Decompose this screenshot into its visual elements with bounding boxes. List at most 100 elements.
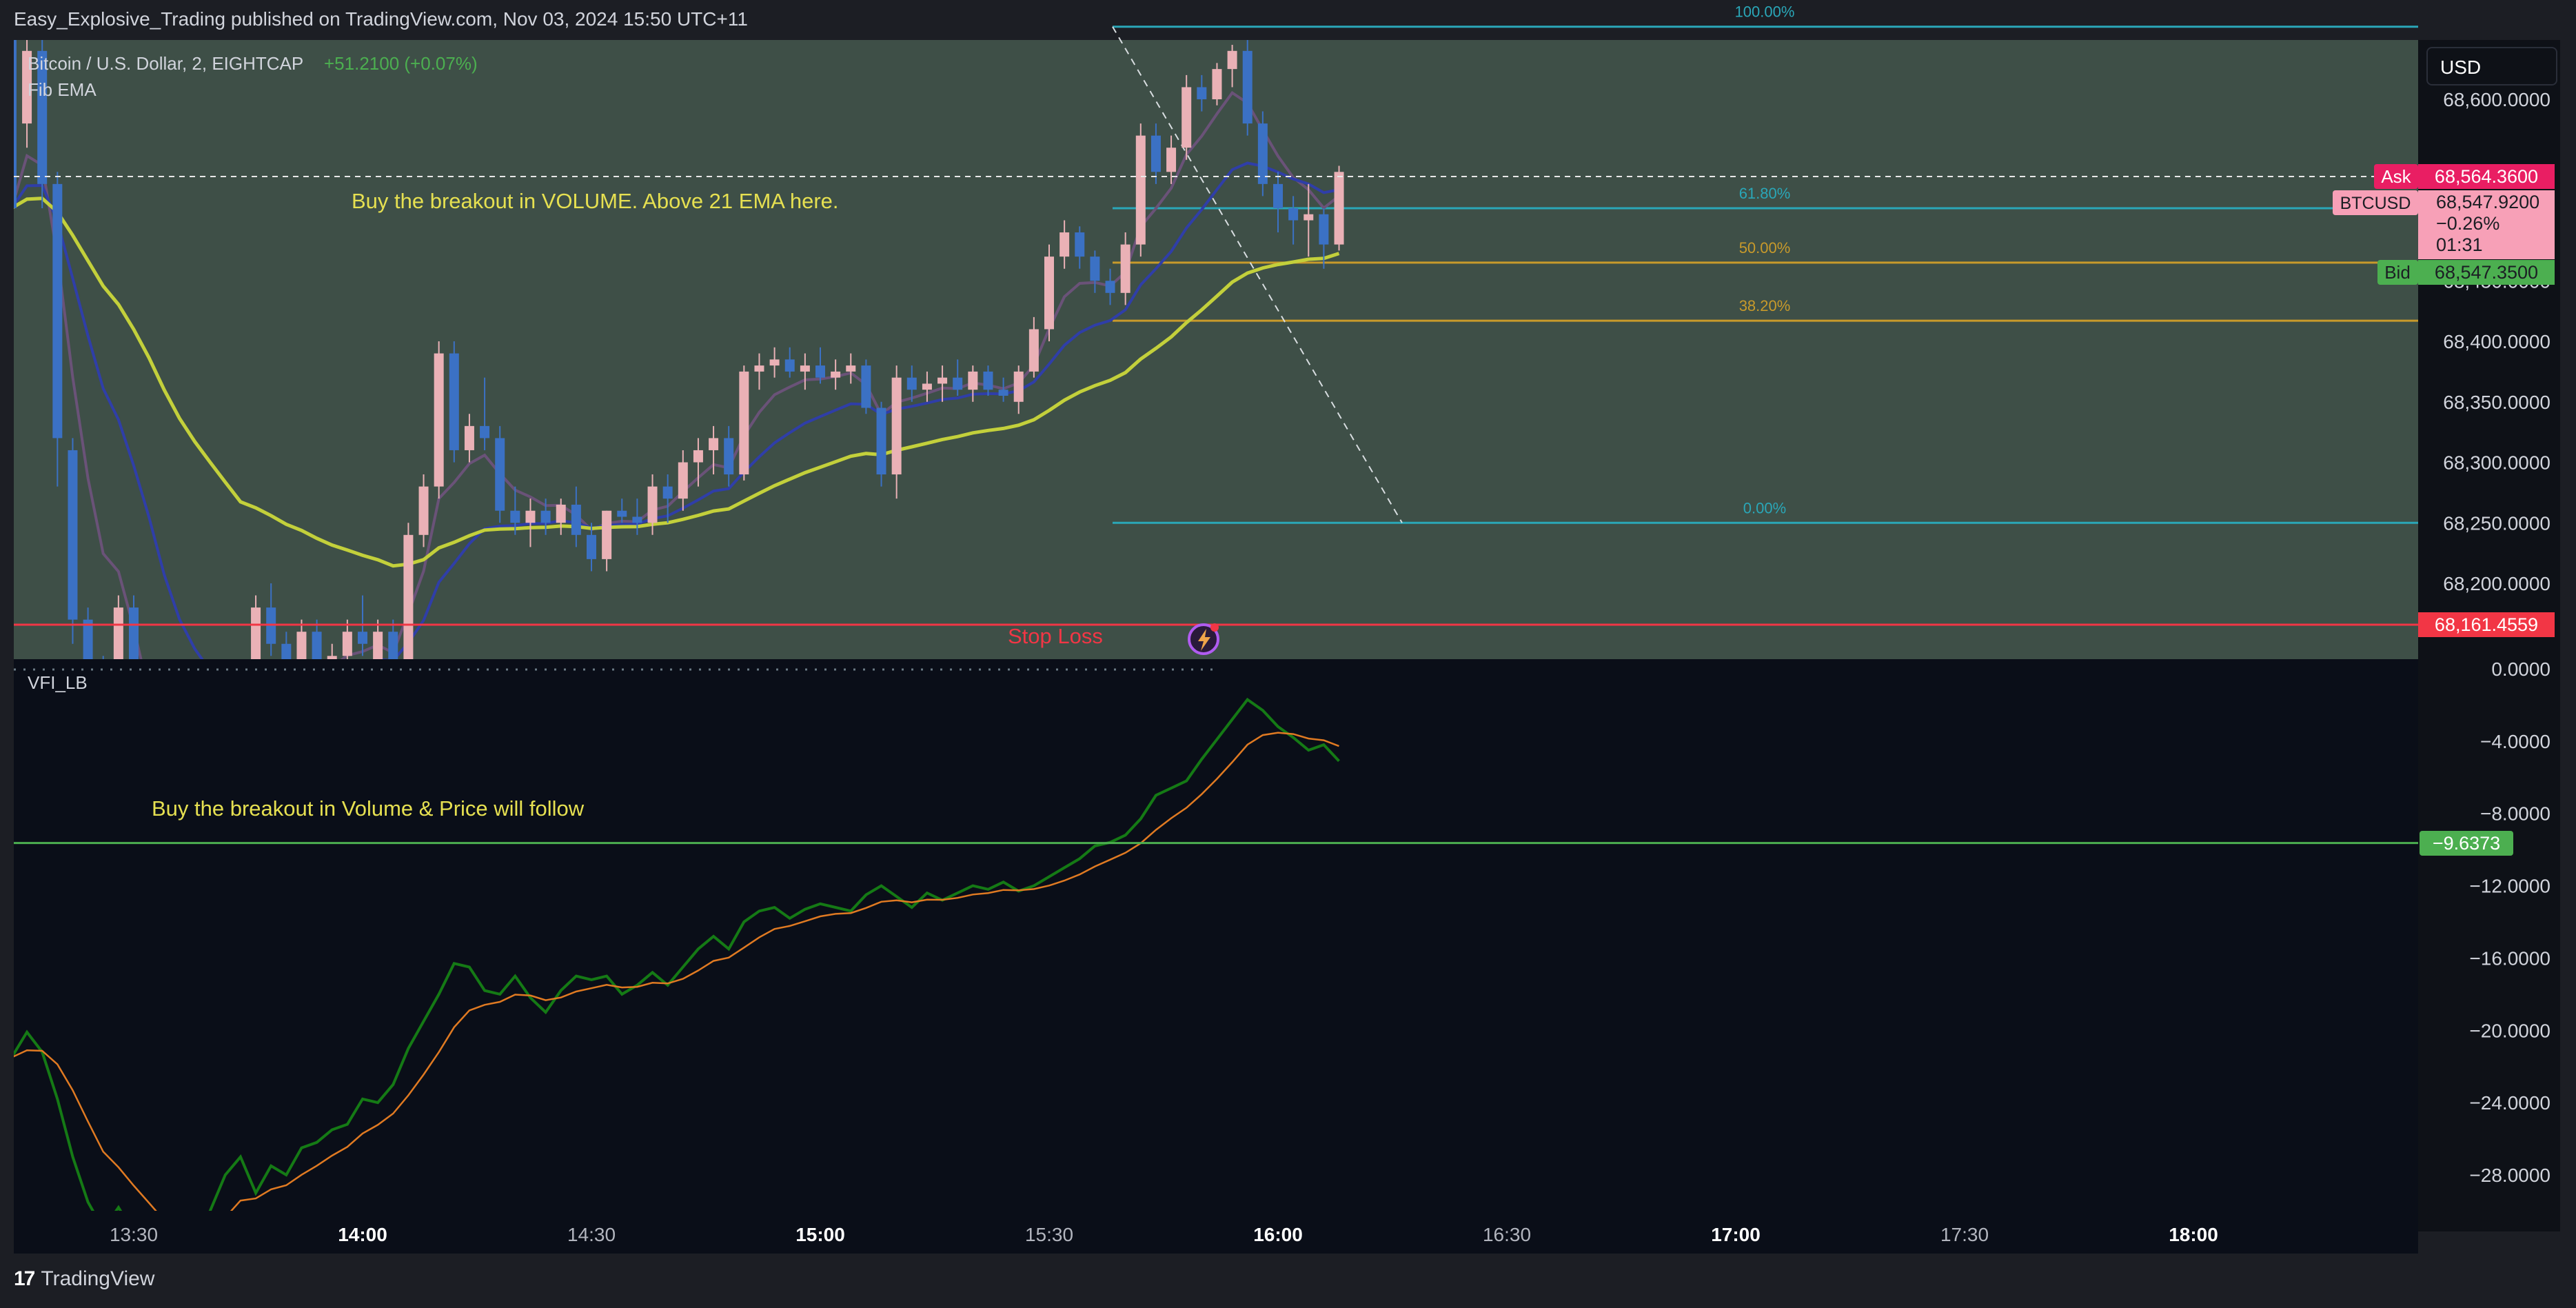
time-tick-label: 18:00 xyxy=(2169,1224,2218,1245)
vfi-lines xyxy=(14,697,1340,1211)
candle-down xyxy=(876,408,886,475)
candle-down xyxy=(1197,87,1207,99)
price-axis[interactable]: 68,600.000068,450.000068,400.000068,350.… xyxy=(110,89,2550,1245)
price-pane-bg xyxy=(14,40,2418,659)
price-tick-label: 68,300.0000 xyxy=(2443,452,2550,474)
candle-up xyxy=(1120,244,1130,293)
candle-down xyxy=(312,632,322,659)
vfi-tick-label: −4.0000 xyxy=(2480,731,2550,752)
candle-down xyxy=(587,534,596,559)
candle-down xyxy=(388,632,398,659)
candle-up xyxy=(693,450,703,463)
ask-value: 68,564.3600 xyxy=(2435,166,2538,187)
time-tick-label: 13:30 xyxy=(110,1224,158,1245)
candle-down xyxy=(83,619,93,659)
ema-fast-line xyxy=(14,90,1340,659)
candle-up xyxy=(1212,69,1222,99)
time-tick-label: 16:30 xyxy=(1483,1224,1531,1245)
candle-down xyxy=(480,425,490,439)
candle-up xyxy=(647,486,658,523)
btcusd-tag: BTCUSD 68,547.9200 −0.26% 01:31 xyxy=(2333,190,2555,259)
candle-up xyxy=(251,607,261,659)
time-tick-label: 17:00 xyxy=(1711,1224,1761,1245)
candle-up xyxy=(754,365,764,372)
candle-up xyxy=(373,632,383,659)
vfi-tick-label: −12.0000 xyxy=(2469,876,2550,897)
candle-down xyxy=(861,365,871,408)
candle-down xyxy=(37,50,48,184)
candle-down xyxy=(1273,183,1283,208)
candle-up xyxy=(296,632,307,659)
stop-loss-tag: 68,161.4559 xyxy=(2418,612,2555,637)
vfi-line xyxy=(14,697,1340,1211)
candle-up xyxy=(464,425,474,450)
price-legend-change: +51.2100 (+0.07%) xyxy=(324,53,478,74)
price-tick-label: 68,350.0000 xyxy=(2443,392,2550,413)
candle-down xyxy=(1105,281,1115,293)
candle-down xyxy=(724,438,734,475)
candle-up xyxy=(739,371,749,475)
candle-down xyxy=(540,510,551,523)
time-tick-label: 14:30 xyxy=(567,1224,616,1245)
time-tick-label: 16:00 xyxy=(1253,1224,1303,1245)
candle-up xyxy=(1044,256,1054,330)
vfi-pane-bg xyxy=(14,659,2418,1231)
price-tick-label: 68,600.0000 xyxy=(2443,89,2550,110)
candle-down xyxy=(953,377,963,390)
publish-info: Easy_Explosive_Trading published on Trad… xyxy=(14,8,748,30)
price-tick-label: 68,200.0000 xyxy=(2443,573,2550,594)
fib-label: 0.00% xyxy=(1743,499,1786,516)
candle-up xyxy=(1059,232,1070,257)
candle-up xyxy=(846,365,856,372)
candle-down xyxy=(571,504,581,535)
footer: 17 TradingView xyxy=(14,1267,154,1291)
candle-down xyxy=(14,40,17,208)
candle-up xyxy=(1135,135,1146,245)
stop-loss-label: Stop Loss xyxy=(1008,624,1103,648)
candle-up xyxy=(327,656,337,659)
vfi-level-tag: −9.6373 xyxy=(2420,831,2513,856)
candle-down xyxy=(358,632,367,644)
btcusd-countdown: 01:31 xyxy=(2436,234,2483,255)
candle-down xyxy=(784,359,795,372)
candle-up xyxy=(1013,371,1024,402)
alert-icon[interactable] xyxy=(1188,623,1219,655)
fib-label: 50.00% xyxy=(1739,239,1791,256)
candle-up xyxy=(342,632,352,656)
vfi-legend: VFI_LB xyxy=(28,672,88,693)
ema-slow-line xyxy=(14,197,1340,568)
ask-tag: Ask 68,564.3600 xyxy=(2374,164,2555,189)
candle-up xyxy=(709,438,719,450)
fib-label: 38.20% xyxy=(1739,297,1791,314)
time-tick-label: 17:30 xyxy=(1940,1224,1989,1245)
vfi-tick-label: −16.0000 xyxy=(2469,947,2550,969)
candle-up xyxy=(434,353,444,487)
candle-down xyxy=(983,371,993,390)
candle-down xyxy=(68,450,78,620)
candle-up xyxy=(800,365,810,372)
price-tick-label: 68,250.0000 xyxy=(2443,512,2550,534)
candle-down xyxy=(815,365,825,378)
vfi-tick-label: −24.0000 xyxy=(2469,1092,2550,1114)
fib-label: 61.80% xyxy=(1739,185,1791,202)
ema-lines xyxy=(14,90,1340,659)
btcusd-change: −0.26% xyxy=(2436,213,2499,234)
fib-levels: 100.00% 61.80% 50.00% 38.20% 0.00% xyxy=(1112,3,2418,524)
candle-up xyxy=(1181,87,1192,148)
bid-value: 68,547.3500 xyxy=(2435,262,2538,283)
candle-down xyxy=(1319,214,1329,245)
candle-up xyxy=(1028,329,1039,372)
candle-up xyxy=(1166,148,1177,172)
candle-up xyxy=(556,504,566,523)
candle-down xyxy=(662,486,673,499)
fib-label: 100.00% xyxy=(1735,3,1795,21)
candle-up xyxy=(922,383,932,390)
currency-selector[interactable]: USD xyxy=(2426,47,2557,85)
time-axis-bg xyxy=(14,1212,2418,1254)
vfi-tick-label: −28.0000 xyxy=(2469,1165,2550,1186)
candle-up xyxy=(769,359,780,366)
footer-brand: TradingView xyxy=(41,1267,155,1290)
candle-down xyxy=(52,183,63,439)
